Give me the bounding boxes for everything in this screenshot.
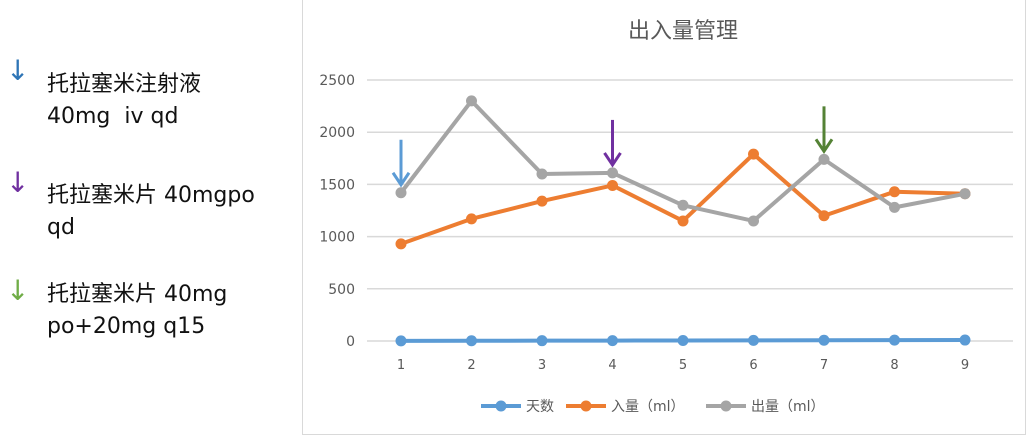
y-tick-label: 2000 (319, 125, 355, 141)
data-point (536, 335, 548, 347)
arrow-down-icon: ↓ (6, 274, 30, 307)
annotation-line2: qd (47, 215, 75, 240)
data-point (395, 187, 407, 199)
chart-area: 出入量管理 0 500 1000 1500 2000 2500 1 2 3 4 5 6 7 8 9 天数 入量（… (302, 0, 1026, 435)
data-point (889, 334, 900, 346)
data-point (818, 153, 830, 165)
annotation-line1: 托拉塞米片 40mg (47, 282, 228, 307)
chart-title: 出入量管理 (628, 19, 738, 44)
data-point (607, 335, 618, 347)
line-chart: 出入量管理 0 500 1000 1500 2000 2500 1 2 3 4 5 6 7 8 9 天数 入量（… (319, 19, 1013, 415)
legend-label: 出量（ml） (751, 399, 825, 415)
x-tick-label: 9 (961, 358, 969, 373)
annotation-line2: po+20mg q15 (47, 314, 206, 339)
y-tick-label: 500 (328, 282, 355, 298)
data-point (607, 167, 618, 179)
data-point (395, 238, 407, 250)
arrow-down-icon (603, 152, 622, 168)
arrow-down-icon: ↓ (6, 54, 30, 87)
x-tick-label: 4 (608, 358, 616, 373)
annotation-line1: 托拉塞米注射液 (47, 72, 202, 97)
data-point (395, 335, 407, 347)
annotation-line2: 40mg iv qd (47, 104, 179, 129)
arrow-down-icon: ↓ (6, 166, 30, 199)
data-point (466, 95, 477, 107)
x-tick-label: 2 (467, 358, 475, 373)
data-point (818, 334, 830, 346)
arrow-down-icon (391, 171, 411, 188)
data-point (466, 213, 477, 225)
y-tick-label: 2500 (319, 73, 355, 89)
legend-marker (580, 400, 592, 412)
data-point (818, 210, 830, 222)
data-point (889, 201, 900, 213)
data-point (677, 215, 689, 227)
y-tick-label: 1500 (319, 177, 355, 193)
x-tick-label: 6 (749, 358, 757, 373)
arrow-down-icon (814, 138, 834, 155)
data-point (677, 199, 689, 211)
x-tick-label: 8 (890, 358, 898, 373)
data-point (889, 186, 900, 198)
legend-marker (720, 400, 732, 412)
data-point (748, 215, 759, 227)
y-tick-label: 1000 (319, 230, 355, 246)
data-point (466, 335, 477, 347)
y-tick-label: 0 (346, 334, 355, 350)
legend-marker (495, 400, 507, 412)
data-point (607, 179, 618, 191)
legend-label: 入量（ml） (611, 399, 685, 415)
data-point (536, 195, 548, 207)
legend-label: 天数 (526, 399, 554, 415)
x-tick-label: 5 (679, 358, 687, 373)
data-point (748, 334, 759, 346)
data-point (959, 188, 971, 200)
x-tick-label: 3 (538, 358, 546, 373)
x-tick-label: 1 (397, 358, 405, 373)
annotation-line1: 托拉塞米片 40mgpo (47, 183, 255, 208)
x-tick-label: 7 (820, 358, 828, 373)
data-point (536, 168, 548, 180)
data-point (677, 334, 689, 346)
data-point (959, 334, 971, 346)
data-point (748, 148, 759, 160)
